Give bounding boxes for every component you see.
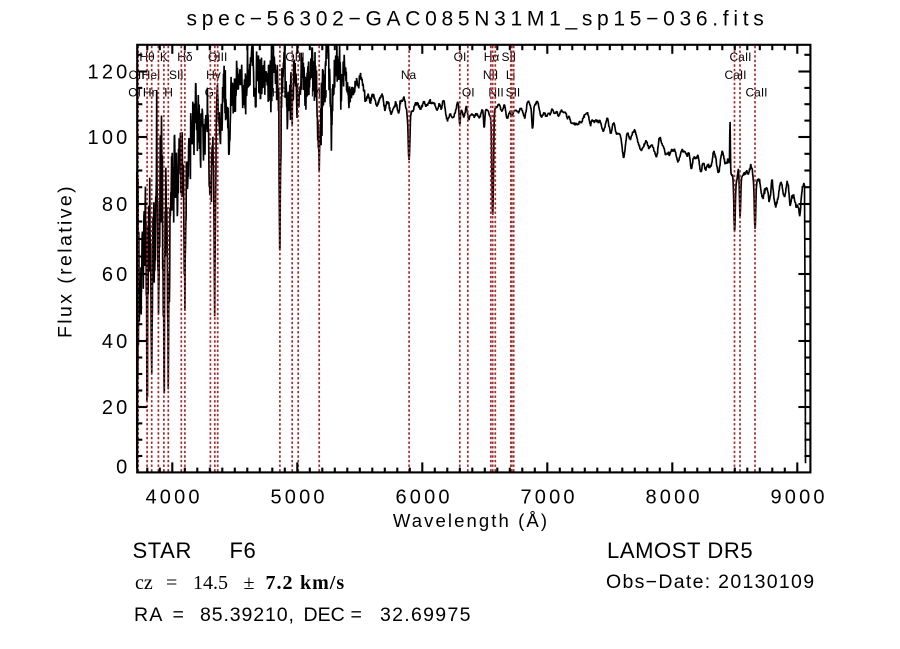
svg-text:32.69975: 32.69975	[380, 604, 472, 626]
svg-text:60: 60	[102, 264, 131, 286]
svg-text:=: =	[173, 604, 186, 626]
svg-text:SII: SII	[169, 68, 184, 82]
svg-text:=: =	[166, 572, 177, 594]
svg-text:6000: 6000	[395, 487, 452, 509]
svg-text:85.39210,: 85.39210,	[200, 604, 295, 626]
svg-text:14.5: 14.5	[193, 572, 228, 594]
svg-text:Flux (relative): Flux (relative)	[55, 184, 77, 338]
svg-text:F6: F6	[230, 538, 257, 563]
svg-text:0: 0	[116, 457, 130, 479]
svg-text:STAR: STAR	[133, 538, 192, 563]
svg-text:Wavelength (Å): Wavelength (Å)	[393, 510, 549, 531]
svg-text:20: 20	[102, 397, 131, 419]
svg-text:±: ±	[244, 572, 255, 594]
svg-text:4000: 4000	[145, 487, 202, 509]
svg-text:120: 120	[88, 62, 131, 84]
svg-text:=: =	[351, 604, 364, 626]
svg-text:40: 40	[102, 331, 131, 353]
svg-text:5000: 5000	[270, 487, 327, 509]
svg-text:7.2: 7.2	[266, 572, 294, 594]
svg-text:9000: 9000	[770, 487, 827, 509]
svg-text:cz: cz	[135, 572, 153, 594]
svg-text:100: 100	[88, 127, 131, 149]
svg-text:spec−56302−GAC085N31M1_sp15−03: spec−56302−GAC085N31M1_sp15−036.fits	[187, 8, 769, 31]
svg-text:80: 80	[102, 194, 131, 216]
svg-text:8000: 8000	[645, 487, 702, 509]
svg-text:G: G	[205, 85, 214, 99]
svg-text:LAMOST DR5: LAMOST DR5	[607, 538, 753, 563]
svg-text:7000: 7000	[520, 487, 577, 509]
svg-text:CaII: CaII	[745, 85, 767, 99]
svg-text:Obs−Date: 20130109: Obs−Date: 20130109	[606, 571, 815, 593]
svg-text:OIII: OIII	[285, 50, 304, 64]
svg-text:km/s: km/s	[300, 572, 345, 594]
svg-text:DEC: DEC	[304, 604, 345, 626]
svg-text:CaII: CaII	[724, 68, 746, 82]
svg-text:RA: RA	[134, 604, 164, 626]
